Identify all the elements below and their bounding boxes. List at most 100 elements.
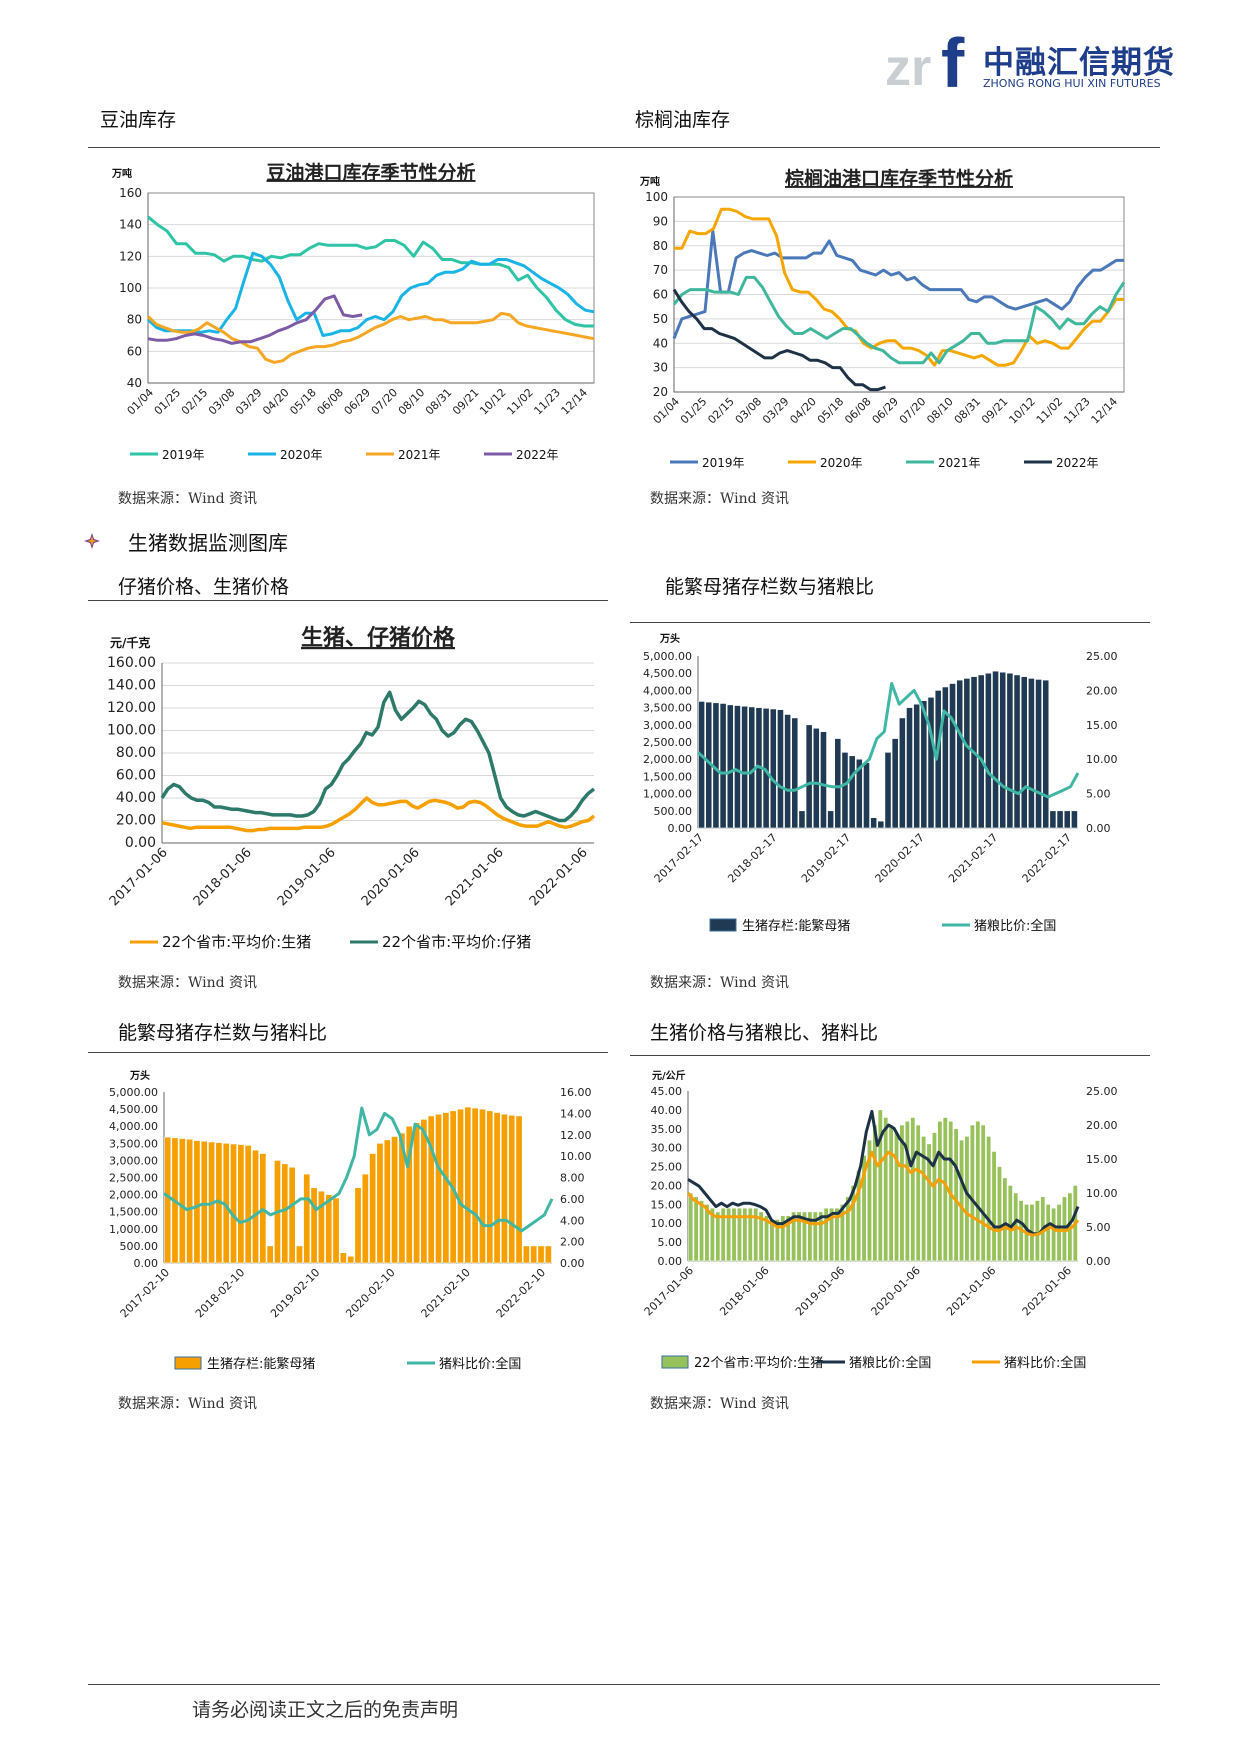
bar xyxy=(798,810,806,829)
bar xyxy=(230,1143,238,1264)
bar xyxy=(1035,679,1042,829)
x-tick-label: 09/21 xyxy=(450,386,482,418)
y-tick-label: 500.00 xyxy=(654,805,693,818)
x-tick-label: 2020-02-10 xyxy=(343,1266,397,1320)
bar xyxy=(693,1196,699,1262)
x-tick-label: 02/15 xyxy=(705,395,737,427)
bar xyxy=(753,1207,759,1262)
x-tick-label: 10/12 xyxy=(477,386,509,418)
bar xyxy=(325,1194,333,1264)
y2-tick-label: 15.00 xyxy=(1086,719,1118,732)
legend-label: 2020年 xyxy=(280,448,323,462)
bar xyxy=(855,758,863,829)
x-tick-label: 11/23 xyxy=(531,386,563,418)
bar xyxy=(515,1115,523,1264)
bar xyxy=(941,686,949,829)
y-tick-label: 500.00 xyxy=(120,1240,159,1253)
bar xyxy=(764,1215,770,1262)
bar xyxy=(493,1112,501,1264)
company-name-en: ZHONG RONG HUI XIN FUTURES xyxy=(983,77,1161,90)
y-tick-label: 50 xyxy=(653,312,668,326)
bar xyxy=(992,670,999,829)
y2-tick-label: 25.00 xyxy=(1086,650,1118,663)
footer-divider xyxy=(88,1684,1160,1685)
y2-tick-label: 6.00 xyxy=(560,1193,585,1206)
series-line xyxy=(147,215,594,328)
x-tick-label: 2022-01-06 xyxy=(527,845,591,909)
x-tick-label: 2017-01-06 xyxy=(642,1264,696,1318)
y-tick-label: 1,500.00 xyxy=(109,1206,158,1219)
bar xyxy=(186,1138,194,1264)
bar xyxy=(726,704,734,829)
y-tick-label: 100 xyxy=(119,281,142,295)
bar xyxy=(769,708,777,829)
series-line xyxy=(160,690,596,823)
soy-oil-inventory-chart: 豆油港口库存季节性分析 万吨 160 140 120 100 80 60 4001/0401/2… xyxy=(111,161,595,462)
y2-tick-label: 10.00 xyxy=(560,1150,592,1163)
x-tick-label: 02/15 xyxy=(179,386,211,418)
x-tick-label: 01/04 xyxy=(651,395,683,427)
bar xyxy=(984,672,992,829)
bar xyxy=(747,1207,753,1262)
bar xyxy=(927,696,935,829)
bar xyxy=(376,1143,384,1264)
bar xyxy=(920,700,928,829)
x-tick-label: 04/20 xyxy=(260,386,292,418)
bar xyxy=(317,1190,325,1264)
y-tick-label: 40.00 xyxy=(116,790,156,806)
bar xyxy=(921,1136,927,1262)
bar xyxy=(347,1255,355,1264)
x-tick-label: 03/08 xyxy=(206,386,238,418)
bar xyxy=(369,1153,377,1264)
legend-label: 2019年 xyxy=(162,448,205,462)
bar xyxy=(742,1207,748,1262)
legend-label: 猪粮比价:全国 xyxy=(974,918,1056,934)
x-tick-label: 12/14 xyxy=(1089,395,1121,427)
bar xyxy=(726,1207,732,1262)
y2-tick-label: 0.00 xyxy=(1086,1255,1111,1268)
y-tick-label: 100 xyxy=(645,190,668,204)
y2-tick-label: 2.00 xyxy=(560,1236,585,1249)
x-tick-label: 11/02 xyxy=(504,386,536,418)
y2-tick-label: 15.00 xyxy=(1086,1153,1118,1166)
legend-label: 2020年 xyxy=(820,456,863,470)
y-tick-label: 25.00 xyxy=(651,1161,683,1174)
x-tick-label: 2021-01-06 xyxy=(944,1264,998,1318)
y2-tick-label: 5.00 xyxy=(1086,788,1111,801)
divider xyxy=(88,1052,608,1053)
bar xyxy=(427,1115,435,1264)
x-tick-label: 06/29 xyxy=(870,395,902,427)
x-tick-label: 2019-01-06 xyxy=(793,1264,847,1318)
y-tick-label: 90 xyxy=(653,214,668,228)
bar xyxy=(164,1136,172,1264)
bar xyxy=(791,1211,797,1262)
y-tick-label: 40 xyxy=(653,336,668,350)
section-title-soy-oil: 豆油库存 xyxy=(100,109,177,131)
bar xyxy=(959,1139,965,1262)
x-tick-label: 2022-02-10 xyxy=(494,1266,548,1320)
bar xyxy=(877,820,885,829)
bar xyxy=(288,1166,296,1264)
bar xyxy=(784,714,792,829)
legend-label: 2022年 xyxy=(1056,456,1099,470)
x-tick-label: 2022-01-06 xyxy=(1020,1264,1074,1318)
y-tick-label: 140 xyxy=(119,218,142,232)
y-tick-label: 2,500.00 xyxy=(109,1172,158,1185)
data-source: 数据来源：Wind 资讯 xyxy=(118,1396,258,1412)
y-tick-label: 2,000.00 xyxy=(643,753,692,766)
legend-label: 猪粮比价:全国 xyxy=(849,1355,931,1371)
bar xyxy=(845,1196,851,1262)
bar xyxy=(715,1211,721,1262)
y-tick-label: 160 xyxy=(119,186,142,200)
logo-zr-mark: zr xyxy=(885,39,931,93)
bar xyxy=(281,1163,289,1264)
section-title-hog-price: 仔猪价格、生猪价格 xyxy=(118,576,290,598)
legend-label: 猪料比价:全国 xyxy=(439,1356,521,1372)
bar xyxy=(964,1136,970,1262)
bar xyxy=(420,1119,428,1264)
logo: zr f 中融汇信期货 ZHONG RONG HUI XIN FUTURES xyxy=(885,24,1220,102)
series-line xyxy=(672,229,1124,339)
bar xyxy=(736,1207,742,1262)
y-tick-label: 60 xyxy=(127,344,142,358)
x-tick-label: 2017-01-06 xyxy=(107,845,171,909)
